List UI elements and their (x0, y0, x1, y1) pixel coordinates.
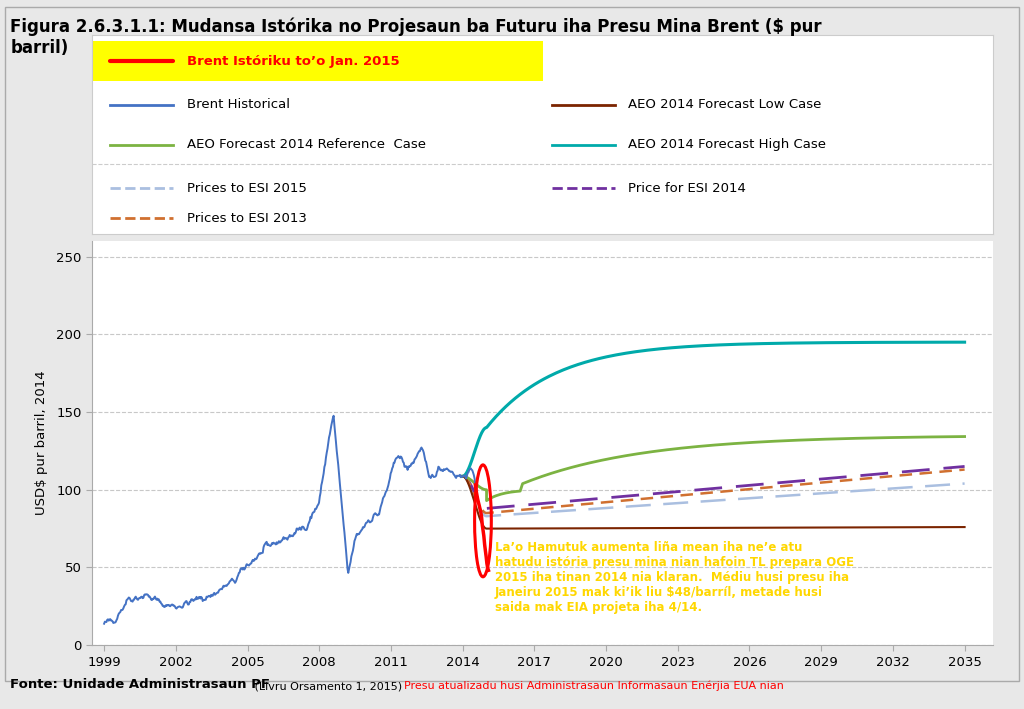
Text: Fonte: Unidade Administrasaun PF: Fonte: Unidade Administrasaun PF (10, 679, 270, 691)
FancyBboxPatch shape (92, 41, 543, 81)
Text: barril): barril) (10, 39, 69, 57)
Text: AEO Forecast 2014 Reference  Case: AEO Forecast 2014 Reference Case (186, 138, 426, 151)
Text: Figura 2.6.3.1.1: Mudansa Istórika no Projesaun ba Futuru iha Presu Mina Brent (: Figura 2.6.3.1.1: Mudansa Istórika no Pr… (10, 18, 822, 36)
Text: AEO 2014 Forecast High Case: AEO 2014 Forecast High Case (629, 138, 826, 151)
Y-axis label: USD$ pur barril, 2014: USD$ pur barril, 2014 (35, 371, 48, 515)
Text: (Livru Orsamento 1, 2015): (Livru Orsamento 1, 2015) (251, 681, 406, 691)
Text: Prices to ESI 2015: Prices to ESI 2015 (186, 182, 306, 195)
Text: Prices to ESI 2013: Prices to ESI 2013 (186, 211, 306, 225)
Text: La’o Hamutuk aumenta liña mean iha ne’e atu
hatudu istória presu mina nian hafoi: La’o Hamutuk aumenta liña mean iha ne’e … (495, 541, 854, 614)
Text: Brent Istóriku to’o Jan. 2015: Brent Istóriku to’o Jan. 2015 (186, 55, 399, 68)
Text: Presu atualizadu husi Administrasaun Informasaun Enérjia EUA nian: Presu atualizadu husi Administrasaun Inf… (404, 681, 784, 691)
Text: Brent Historical: Brent Historical (186, 99, 290, 111)
Text: AEO 2014 Forecast Low Case: AEO 2014 Forecast Low Case (629, 99, 821, 111)
Text: Price for ESI 2014: Price for ESI 2014 (629, 182, 746, 195)
